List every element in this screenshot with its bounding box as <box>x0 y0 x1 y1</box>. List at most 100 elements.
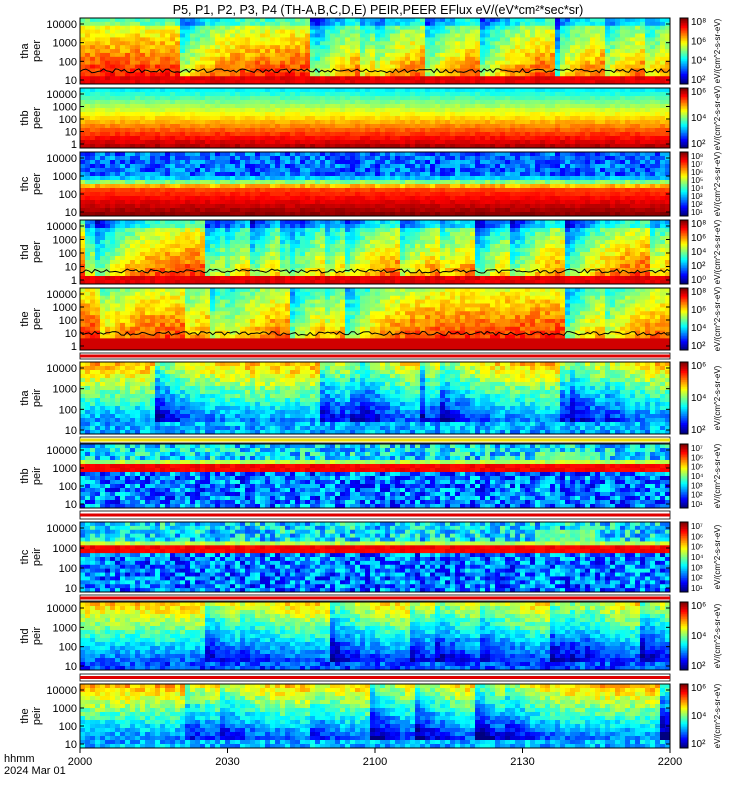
heatmap-cell <box>405 112 410 116</box>
heatmap-cell <box>95 164 100 168</box>
heatmap-cell <box>335 41 340 45</box>
heatmap-cell <box>125 156 130 160</box>
heatmap-cell <box>410 76 415 80</box>
heatmap-cell <box>300 65 305 69</box>
heatmap-cell <box>355 53 360 57</box>
heatmap-cell <box>600 108 605 112</box>
heatmap-cell <box>360 168 365 172</box>
heatmap-cell <box>335 184 340 188</box>
heatmap-cell <box>600 140 605 144</box>
heatmap-cell <box>115 92 120 96</box>
heatmap-cell <box>330 176 335 180</box>
heatmap-cell <box>500 45 505 49</box>
figure-title: P5, P1, P2, P3, P4 (TH-A,B,C,D,E) PEIR,P… <box>173 3 584 17</box>
heatmap-cell <box>115 124 120 128</box>
heatmap-cell <box>380 61 385 65</box>
heatmap-cell <box>260 192 265 196</box>
heatmap-cell <box>310 92 315 96</box>
heatmap-cell <box>460 100 465 104</box>
heatmap-cell <box>585 104 590 108</box>
heatmap-cell <box>315 120 320 124</box>
heatmap-cell <box>320 152 325 156</box>
heatmap-cell <box>545 18 550 22</box>
heatmap-cell <box>160 124 165 128</box>
heatmap-cell <box>355 108 360 112</box>
heatmap-cell <box>160 45 165 49</box>
heatmap-cell <box>245 184 250 188</box>
heatmap-cell <box>115 22 120 26</box>
heatmap-cell <box>285 160 290 164</box>
heatmap-cell <box>270 156 275 160</box>
heatmap-cell <box>170 88 175 92</box>
heatmap-cell <box>125 124 130 128</box>
heatmap-cell <box>335 156 340 160</box>
heatmap-cell <box>465 76 470 80</box>
heatmap-cell <box>135 72 140 76</box>
heatmap-cell <box>400 34 405 38</box>
heatmap-cell <box>130 116 135 120</box>
heatmap-cell <box>515 49 520 53</box>
heatmap-cell <box>240 116 245 120</box>
heatmap-cell <box>190 128 195 132</box>
heatmap-cell <box>105 53 110 57</box>
heatmap-cell <box>180 49 185 53</box>
heatmap-cell <box>560 88 565 92</box>
heatmap-cell <box>120 188 125 192</box>
heatmap-cell <box>150 104 155 108</box>
heatmap-cell <box>145 184 150 188</box>
heatmap-cell <box>395 204 400 208</box>
heatmap-cell <box>505 53 510 57</box>
heatmap-cell <box>310 180 315 184</box>
heatmap-cell <box>445 108 450 112</box>
heatmap-cell <box>625 18 630 22</box>
heatmap-cell <box>175 204 180 208</box>
heatmap-cell <box>105 26 110 30</box>
heatmap-cell <box>560 108 565 112</box>
heatmap-cell <box>390 152 395 156</box>
heatmap-cell <box>545 132 550 136</box>
heatmap-cell <box>370 116 375 120</box>
heatmap-cell <box>355 132 360 136</box>
heatmap-cell <box>280 192 285 196</box>
heatmap-cell <box>450 45 455 49</box>
heatmap-cell <box>480 136 485 140</box>
heatmap-cell <box>345 41 350 45</box>
heatmap-cell <box>165 188 170 192</box>
heatmap-cell <box>330 88 335 92</box>
heatmap-cell <box>265 132 270 136</box>
heatmap-cell <box>315 108 320 112</box>
heatmap-cell <box>200 160 205 164</box>
heatmap-cell <box>175 164 180 168</box>
heatmap-cell <box>510 104 515 108</box>
heatmap-cell <box>250 92 255 96</box>
heatmap-cell <box>230 100 235 104</box>
heatmap-cell <box>605 18 610 22</box>
heatmap-cell <box>455 49 460 53</box>
heatmap-cell <box>165 72 170 76</box>
heatmap-cell <box>640 37 645 41</box>
heatmap-cell <box>615 92 620 96</box>
heatmap-cell <box>95 152 100 156</box>
heatmap-cell <box>640 30 645 34</box>
heatmap-cell <box>450 136 455 140</box>
heatmap-cell <box>320 18 325 22</box>
heatmap-cell <box>260 22 265 26</box>
heatmap-cell <box>100 26 105 30</box>
panel-label: thapeer <box>19 40 43 62</box>
heatmap-cell <box>245 116 250 120</box>
heatmap-cell <box>400 104 405 108</box>
heatmap-cell <box>235 49 240 53</box>
heatmap-cell <box>180 124 185 128</box>
heatmap-cell <box>185 61 190 65</box>
heatmap-cell <box>140 92 145 96</box>
heatmap-cell <box>145 65 150 69</box>
heatmap-cell <box>550 108 555 112</box>
heatmap-cell <box>485 96 490 100</box>
heatmap-cell <box>120 168 125 172</box>
heatmap-cell <box>340 37 345 41</box>
heatmap-cell <box>525 26 530 30</box>
heatmap-cell <box>520 100 525 104</box>
heatmap-cell <box>220 124 225 128</box>
heatmap-cell <box>80 49 85 53</box>
heatmap-cell <box>310 136 315 140</box>
